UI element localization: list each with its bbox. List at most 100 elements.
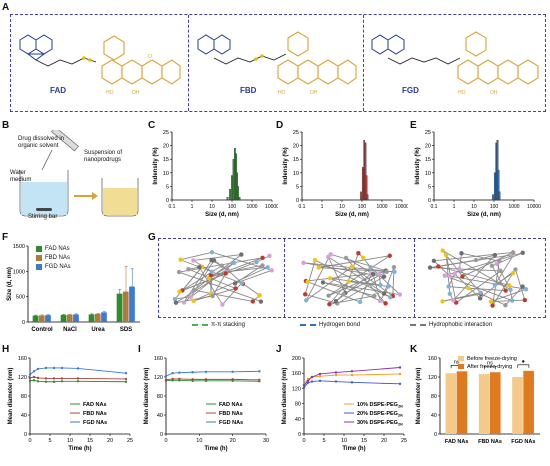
atom	[257, 293, 262, 298]
panel-label-b: B	[2, 120, 10, 131]
atom	[444, 253, 449, 258]
bond	[210, 264, 263, 276]
atom	[210, 293, 215, 299]
x-tick-label: 100	[490, 204, 499, 210]
y-tick-label: 120	[428, 375, 437, 381]
atom	[447, 273, 452, 279]
stirring-bar-label: Stirring bar	[28, 214, 58, 220]
atom	[522, 297, 528, 303]
y-tick-label: 160	[154, 356, 163, 362]
bond	[304, 260, 316, 295]
bond	[448, 286, 469, 289]
bar	[73, 314, 79, 322]
x-tick-label: 20	[381, 438, 387, 444]
nanoprecipitation-schematic	[19, 130, 139, 217]
atom	[191, 287, 197, 293]
legend-label: 20% DSPE-PEG2K	[357, 411, 403, 418]
x-category-label: FAD NAs	[445, 439, 469, 445]
panel-label-g: G	[148, 232, 156, 243]
x-tick-label: 30	[263, 438, 269, 444]
x-tick-label: 15	[361, 438, 367, 444]
bar	[512, 377, 523, 434]
atom	[489, 263, 495, 269]
y-tick-label: 80	[157, 394, 163, 400]
atom	[231, 260, 237, 266]
svg-text:HO: HO	[278, 90, 286, 96]
legend-subscript: 2K	[398, 413, 403, 418]
atom	[320, 280, 326, 285]
md-snapshot-fgd	[427, 248, 529, 308]
significance-label: ●	[522, 359, 525, 365]
y-axis-label: Indensity (%)	[283, 147, 289, 184]
atom	[451, 298, 456, 303]
bar	[445, 373, 457, 434]
atom	[305, 279, 310, 285]
x-category-label: FBD NAs	[478, 439, 502, 445]
atom	[250, 299, 256, 304]
atom	[233, 286, 238, 291]
atom	[442, 273, 447, 278]
y-axis-label: Mean diameter (nm)	[8, 368, 14, 425]
panel-a-divider-1	[188, 15, 189, 111]
atom	[503, 302, 508, 308]
histogram-bar	[361, 167, 364, 201]
atom	[498, 268, 503, 274]
atom	[523, 286, 529, 292]
y-tick-label: 5	[166, 184, 169, 190]
atom	[520, 250, 525, 256]
atom	[220, 302, 225, 307]
x-tick-label: 10000	[527, 204, 541, 210]
y-tick-label: 15	[293, 157, 299, 163]
bond	[462, 251, 514, 277]
bar	[66, 314, 73, 322]
x-tick-label: 0.1	[169, 204, 176, 210]
x-tick-label: 10000	[395, 204, 408, 210]
significance-bracket	[517, 364, 530, 368]
data-point	[44, 380, 48, 383]
svg-text:OH: OH	[132, 90, 140, 96]
bond	[505, 286, 523, 306]
legend-f-fgd-label: FGD NAs	[45, 264, 71, 270]
y-tick-label: 80	[431, 394, 437, 400]
molecule-fad: HO OH O	[19, 34, 181, 96]
y-tick-label: 5	[428, 184, 431, 190]
x-tick-label: 10	[341, 438, 347, 444]
data-point	[52, 377, 56, 380]
x-axis-label: Time (h)	[204, 446, 227, 452]
data-point	[44, 366, 48, 370]
x-tick-label: 25	[127, 438, 133, 444]
y-tick-label: 25	[293, 130, 299, 136]
histogram-bar	[232, 159, 235, 201]
data-point	[164, 378, 168, 382]
atom	[440, 248, 445, 253]
legend-g-pi-label: π-π stacking	[211, 322, 245, 328]
atom	[478, 290, 483, 295]
bond	[193, 266, 268, 302]
x-axis-label: Size (d, nm)	[205, 212, 239, 218]
histogram-bar	[229, 188, 231, 201]
data-point	[334, 373, 338, 377]
bond	[193, 254, 242, 291]
y-tick-label: 80	[295, 402, 301, 408]
y-tick-label: 25	[425, 130, 431, 136]
atom	[466, 286, 471, 291]
atom	[304, 298, 309, 303]
arrow-icon	[74, 192, 98, 200]
atom	[368, 265, 373, 270]
bond	[322, 281, 400, 295]
x-tick-label: 10	[471, 204, 477, 210]
legend-label: FAD NAs	[219, 402, 243, 408]
bond	[212, 273, 227, 297]
atom	[349, 264, 355, 269]
atom	[181, 300, 187, 305]
legend-label: 10% DSPE-PEG2K	[357, 402, 403, 409]
atom	[436, 264, 441, 269]
histogram-bar	[360, 191, 362, 201]
y-axis-label: Indensity (%)	[153, 147, 159, 184]
atom	[452, 271, 457, 276]
atom	[209, 269, 215, 275]
atom	[341, 291, 346, 297]
atom	[172, 296, 178, 302]
atom	[490, 303, 495, 308]
bar	[490, 372, 501, 434]
